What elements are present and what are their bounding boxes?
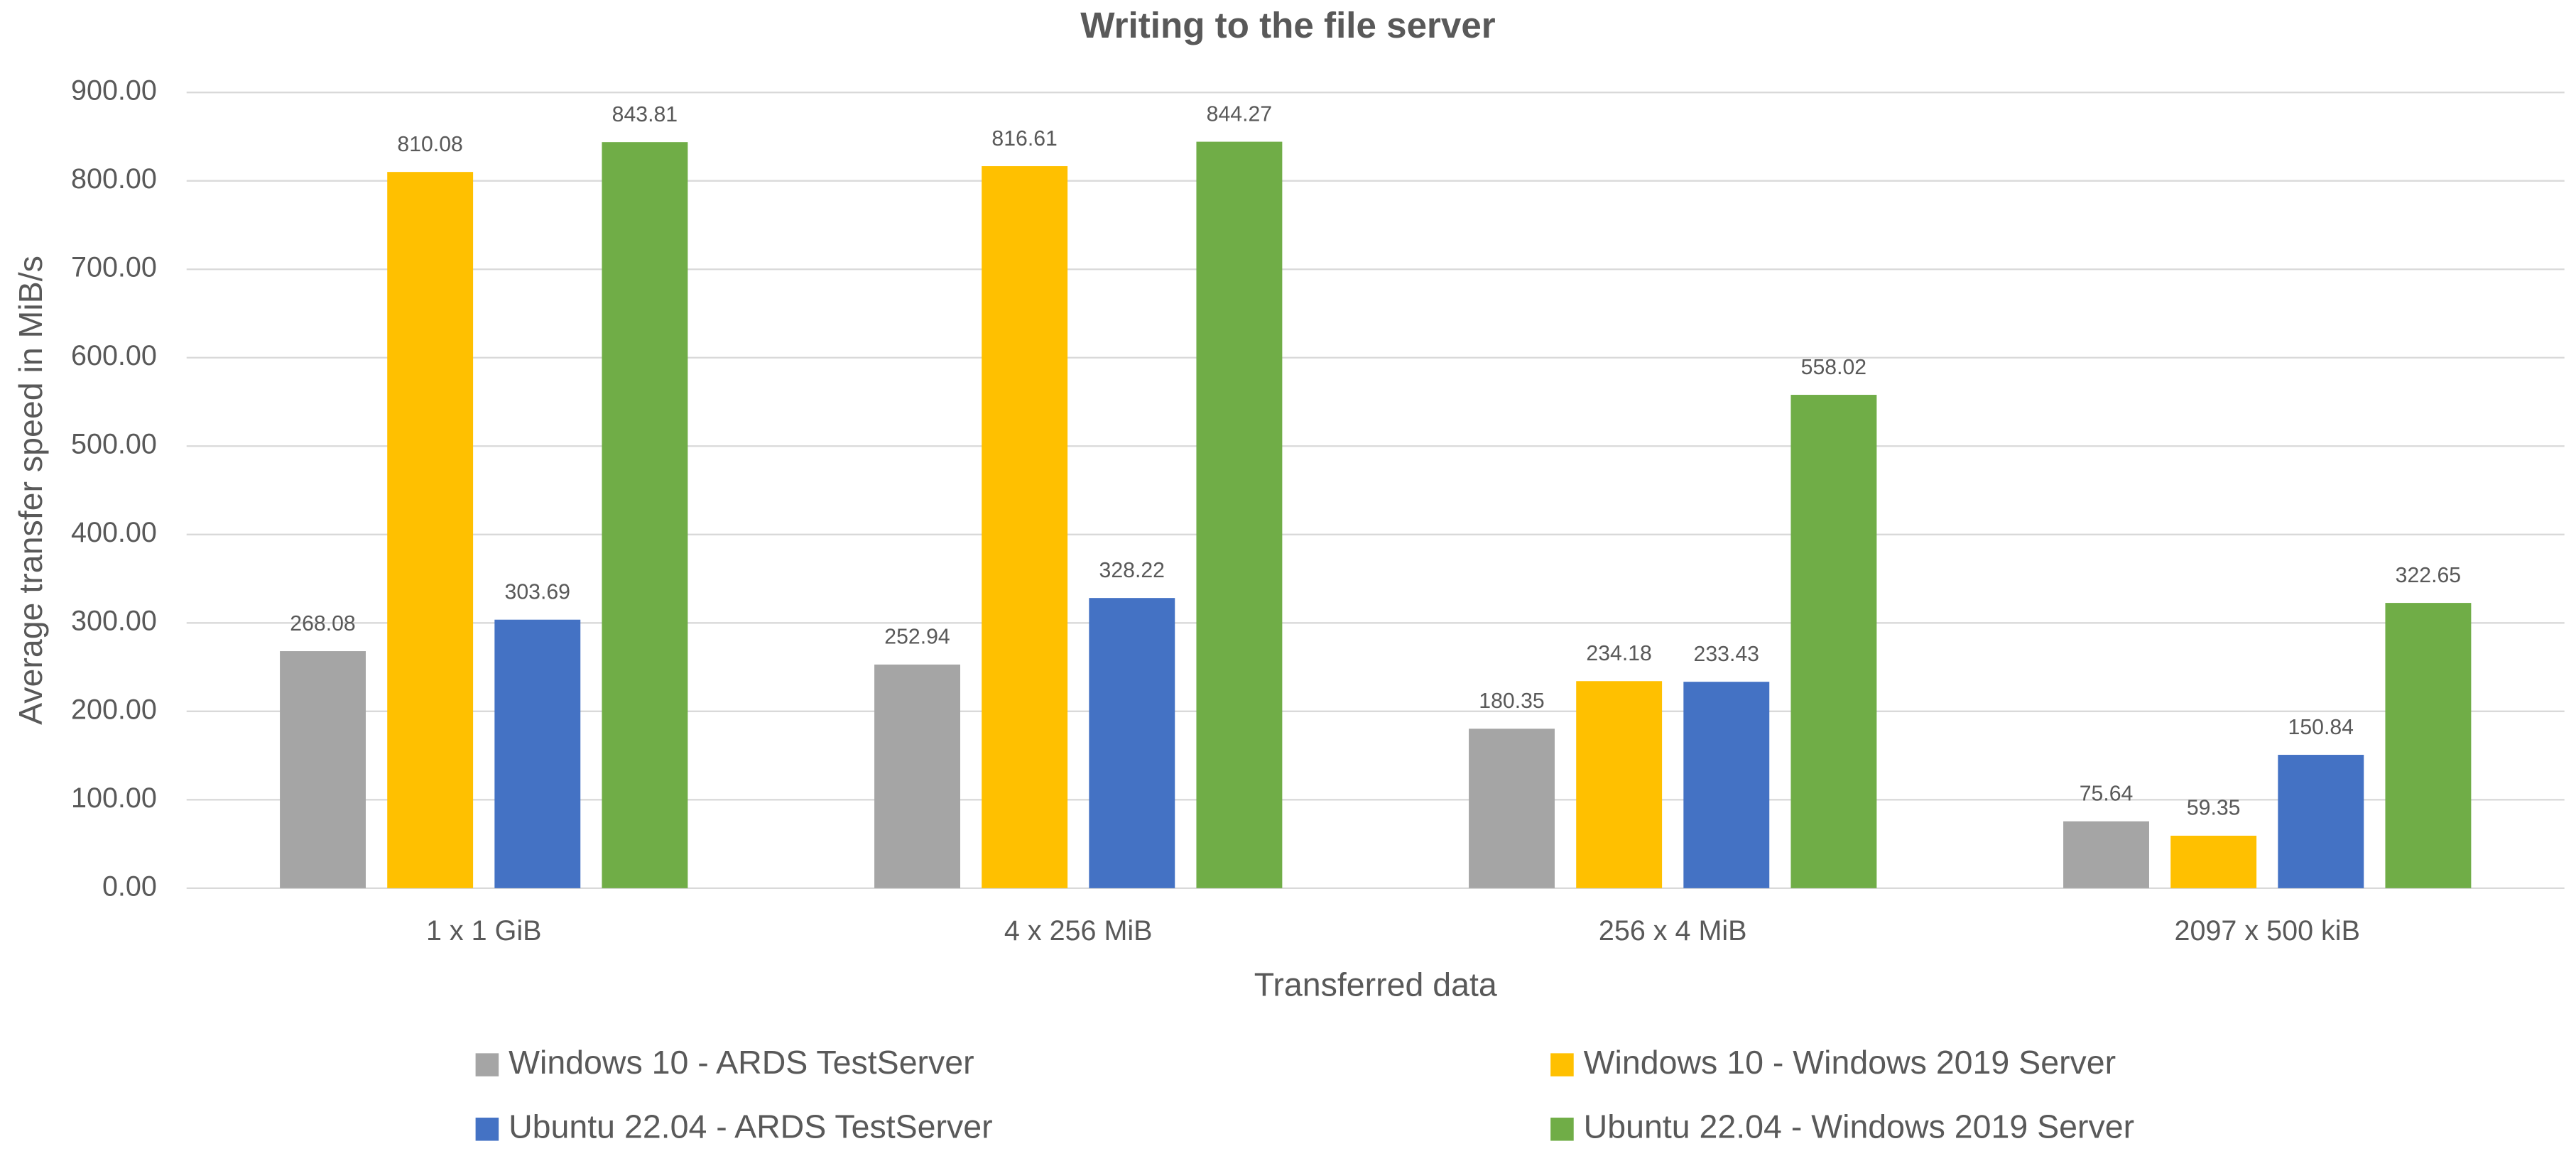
x-tick-label: 256 x 4 MiB xyxy=(1599,915,1747,947)
value-label: 844.27 xyxy=(1207,102,1272,126)
y-tick-label: 100.00 xyxy=(71,782,157,814)
bar xyxy=(387,172,474,888)
value-label: 180.35 xyxy=(1479,689,1544,713)
bar xyxy=(2170,835,2257,888)
chart-title: Writing to the file server xyxy=(1080,5,1496,45)
legend-swatch xyxy=(475,1053,499,1076)
y-tick-label: 500.00 xyxy=(71,429,157,460)
legend-label: Windows 10 - Windows 2019 Server xyxy=(1584,1044,2116,1081)
y-tick-label: 600.00 xyxy=(71,340,157,371)
value-label: 150.84 xyxy=(2288,716,2354,739)
bar xyxy=(1790,395,1877,888)
y-axis-title: Average transfer speed in MiB/s xyxy=(12,256,49,725)
bar xyxy=(602,142,688,888)
legend-swatch xyxy=(1550,1118,1574,1141)
value-label: 234.18 xyxy=(1586,642,1651,665)
legend-label: Windows 10 - ARDS TestServer xyxy=(509,1044,974,1081)
value-label: 843.81 xyxy=(612,103,678,126)
value-label: 268.08 xyxy=(290,612,355,635)
x-tick-label: 4 x 256 MiB xyxy=(1004,915,1153,947)
y-tick-label: 900.00 xyxy=(71,75,157,107)
y-tick-label: 300.00 xyxy=(71,606,157,637)
value-label: 816.61 xyxy=(991,127,1057,151)
bar xyxy=(2278,755,2364,888)
y-tick-label: 700.00 xyxy=(71,252,157,283)
bar xyxy=(1089,598,1175,888)
bar xyxy=(1196,141,1283,888)
x-tick-label: 2097 x 500 kiB xyxy=(2175,915,2360,947)
x-tick-label: 1 x 1 GiB xyxy=(426,915,542,947)
y-tick-label: 200.00 xyxy=(71,694,157,725)
bar xyxy=(2385,603,2472,888)
value-label: 810.08 xyxy=(397,133,462,156)
bar xyxy=(1469,729,1555,888)
value-label: 233.43 xyxy=(1694,643,1759,666)
bar xyxy=(2063,821,2149,888)
bar xyxy=(982,166,1068,888)
bar xyxy=(1576,681,1663,888)
legend-swatch xyxy=(475,1118,499,1141)
value-label: 322.65 xyxy=(2396,564,2461,587)
bar xyxy=(1683,682,1770,888)
value-label: 303.69 xyxy=(505,580,570,604)
bar xyxy=(874,664,960,888)
value-label: 59.35 xyxy=(2187,797,2241,820)
bar xyxy=(280,651,366,888)
y-tick-label: 400.00 xyxy=(71,517,157,548)
value-label: 75.64 xyxy=(2080,782,2134,805)
value-label: 558.02 xyxy=(1801,356,1866,379)
y-tick-label: 800.00 xyxy=(71,163,157,195)
legend-label: Ubuntu 22.04 - Windows 2019 Server xyxy=(1584,1108,2134,1145)
value-label: 252.94 xyxy=(884,626,950,649)
legend-label: Ubuntu 22.04 - ARDS TestServer xyxy=(509,1108,993,1145)
legend-swatch xyxy=(1550,1053,1574,1076)
value-label: 328.22 xyxy=(1099,559,1165,582)
y-tick-label: 0.00 xyxy=(102,871,157,902)
bar xyxy=(494,619,581,888)
x-axis-title: Transferred data xyxy=(1254,966,1497,1003)
